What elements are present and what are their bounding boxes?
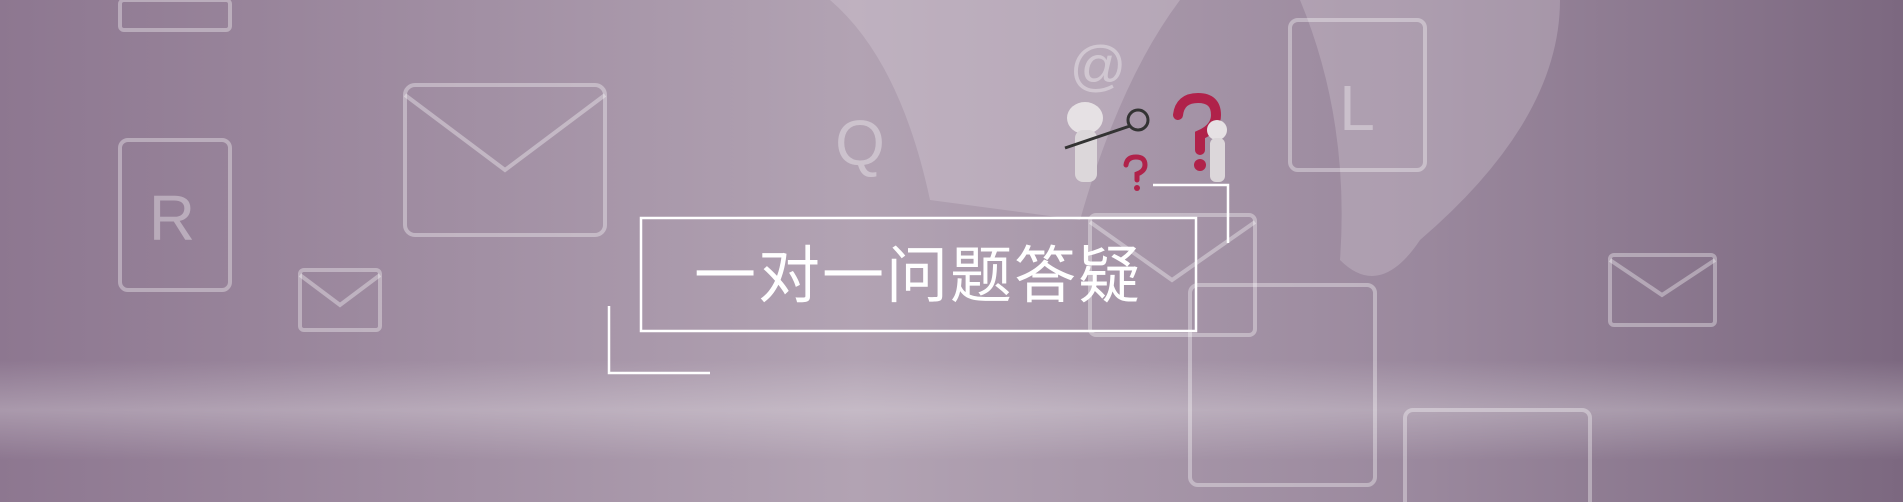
title-frame [639, 216, 1198, 333]
light-band [0, 360, 1903, 460]
background-key: R [149, 182, 195, 254]
background-key: L [1339, 72, 1375, 144]
banner-title: 一对一问题答疑 [694, 239, 1142, 312]
background-key: @ [1070, 34, 1127, 97]
question-figures [1064, 92, 1227, 191]
finger-shape [1300, 0, 1560, 276]
corner-bracket [1153, 183, 1230, 243]
corner-bracket [607, 306, 710, 375]
background-key: Q [835, 107, 885, 179]
